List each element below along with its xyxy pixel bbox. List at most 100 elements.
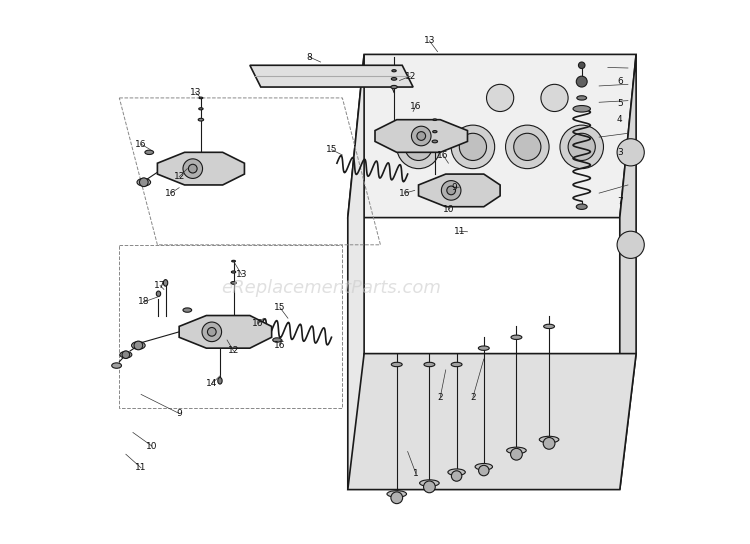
Ellipse shape	[231, 282, 236, 284]
Text: 14: 14	[206, 379, 218, 388]
Text: 12: 12	[405, 72, 416, 81]
Text: 10: 10	[146, 442, 158, 450]
Polygon shape	[250, 65, 413, 87]
Ellipse shape	[433, 131, 437, 133]
Text: 8: 8	[307, 53, 313, 61]
Circle shape	[140, 178, 148, 187]
Circle shape	[452, 125, 495, 169]
Ellipse shape	[478, 346, 489, 350]
Polygon shape	[620, 54, 636, 490]
Text: 12: 12	[173, 172, 184, 181]
Circle shape	[188, 164, 197, 173]
Text: eReplacementParts.com: eReplacementParts.com	[221, 279, 442, 298]
Text: 15: 15	[274, 303, 286, 312]
Ellipse shape	[131, 342, 146, 349]
Ellipse shape	[576, 204, 587, 209]
Text: 10: 10	[442, 205, 454, 214]
Text: 11: 11	[135, 463, 147, 472]
Ellipse shape	[145, 150, 154, 154]
Text: 1: 1	[413, 469, 419, 478]
Ellipse shape	[391, 85, 398, 89]
Circle shape	[208, 327, 216, 336]
Circle shape	[417, 132, 425, 140]
Ellipse shape	[199, 97, 202, 99]
Ellipse shape	[198, 118, 204, 121]
Circle shape	[514, 133, 541, 160]
Circle shape	[506, 125, 549, 169]
Ellipse shape	[199, 108, 203, 110]
Ellipse shape	[120, 351, 132, 358]
Circle shape	[134, 341, 142, 350]
Ellipse shape	[433, 119, 436, 121]
Ellipse shape	[273, 338, 281, 342]
Ellipse shape	[137, 178, 151, 186]
Circle shape	[478, 465, 489, 476]
Ellipse shape	[164, 280, 168, 286]
Ellipse shape	[448, 469, 465, 475]
Circle shape	[543, 437, 555, 449]
Circle shape	[568, 133, 596, 160]
Ellipse shape	[419, 480, 440, 486]
Ellipse shape	[156, 291, 160, 296]
Text: 17: 17	[154, 281, 166, 290]
Circle shape	[122, 351, 130, 358]
Text: 16: 16	[135, 140, 147, 149]
Ellipse shape	[511, 335, 522, 339]
Ellipse shape	[544, 324, 554, 329]
Text: 16: 16	[437, 151, 448, 159]
Text: 13: 13	[236, 270, 248, 279]
Polygon shape	[375, 120, 467, 152]
Text: 16: 16	[252, 319, 264, 328]
Circle shape	[405, 133, 432, 160]
Text: 16: 16	[274, 341, 286, 350]
Polygon shape	[419, 174, 500, 207]
Circle shape	[487, 84, 514, 112]
Circle shape	[412, 126, 431, 146]
Text: 9: 9	[451, 183, 457, 192]
Text: 15: 15	[326, 145, 338, 154]
Polygon shape	[348, 54, 636, 218]
Circle shape	[560, 125, 604, 169]
Circle shape	[424, 481, 435, 493]
Ellipse shape	[232, 261, 236, 262]
Text: 16: 16	[399, 189, 411, 197]
Polygon shape	[348, 354, 636, 490]
Ellipse shape	[392, 70, 396, 72]
Text: 2: 2	[437, 393, 443, 401]
Circle shape	[617, 231, 644, 258]
Ellipse shape	[392, 362, 402, 367]
Ellipse shape	[112, 363, 122, 368]
Circle shape	[452, 471, 462, 481]
Ellipse shape	[452, 362, 462, 367]
Ellipse shape	[183, 308, 192, 312]
Ellipse shape	[475, 463, 493, 470]
Circle shape	[578, 62, 585, 69]
Circle shape	[511, 448, 522, 460]
Circle shape	[441, 181, 461, 200]
Ellipse shape	[573, 106, 590, 112]
Text: 16: 16	[410, 102, 422, 110]
Ellipse shape	[217, 378, 222, 384]
Polygon shape	[348, 54, 364, 490]
Text: 4: 4	[617, 115, 622, 124]
Polygon shape	[158, 152, 244, 185]
Ellipse shape	[232, 271, 236, 273]
Text: 2: 2	[470, 393, 476, 401]
Circle shape	[541, 84, 568, 112]
Circle shape	[459, 133, 487, 160]
Text: 16: 16	[165, 189, 177, 197]
Text: 12: 12	[228, 347, 239, 355]
Ellipse shape	[424, 362, 435, 367]
Text: 6: 6	[617, 77, 622, 86]
Circle shape	[202, 322, 221, 342]
Text: 7: 7	[617, 197, 622, 206]
Ellipse shape	[507, 447, 526, 454]
Circle shape	[576, 76, 587, 87]
Circle shape	[183, 159, 203, 178]
Circle shape	[397, 125, 440, 169]
Text: 11: 11	[454, 227, 465, 236]
Ellipse shape	[577, 96, 586, 100]
Text: 5: 5	[617, 99, 622, 108]
Circle shape	[447, 186, 455, 195]
Text: 3: 3	[617, 148, 622, 157]
